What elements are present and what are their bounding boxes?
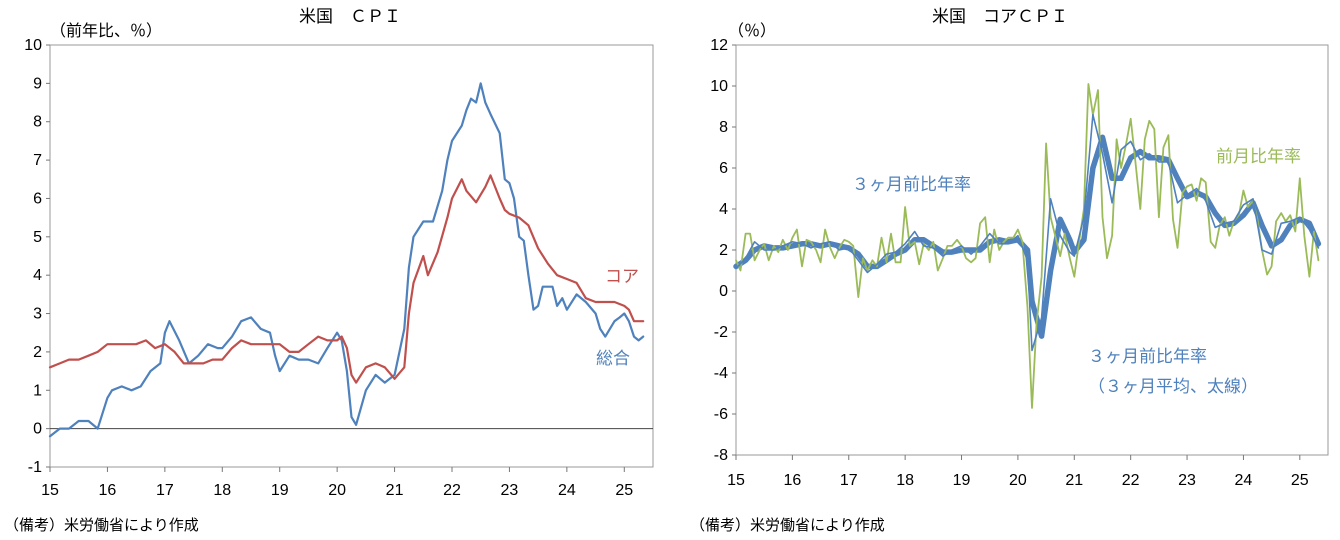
y-tick-label: 4: [719, 201, 728, 218]
x-tick-label: 24: [558, 482, 576, 499]
series-group: [733, 83, 1322, 409]
x-tick-label: 20: [1009, 472, 1027, 489]
x-tick-label: 15: [727, 472, 745, 489]
y-tick-label: 3: [33, 306, 42, 323]
series-line-1: [735, 113, 1320, 352]
series-label-three-month: ３ヶ月前比年率: [852, 175, 971, 195]
source-note: （備考）米労働省により作成: [690, 516, 885, 534]
series-label-three-month-avg: ３ヶ月前比年率: [1088, 347, 1207, 367]
x-tick-label: 25: [615, 482, 633, 499]
y-tick-label: -2: [714, 324, 728, 341]
x-tick-label: 19: [953, 472, 971, 489]
x-tick-label: 21: [386, 482, 404, 499]
plot-area: [49, 44, 654, 468]
x-tick-label: 20: [328, 482, 346, 499]
x-tick-label: 24: [1235, 472, 1253, 489]
x-tick-label: 17: [840, 472, 858, 489]
source-note: （備考）米労働省により作成: [4, 516, 199, 534]
y-tick-label: 10: [710, 78, 728, 95]
x-tick-label: 16: [783, 472, 801, 489]
series-label-mom: 前月比年率: [1216, 147, 1301, 167]
y-tick-label: 8: [33, 114, 42, 131]
x-tick-label: 15: [41, 482, 59, 499]
series-line-0: [735, 83, 1320, 409]
y-tick-label: -1: [28, 459, 42, 476]
series-line-1: [48, 174, 645, 384]
y-axis-unit: （前年比、％）: [50, 21, 162, 40]
x-tick-label: 19: [271, 482, 289, 499]
y-tick-label: 12: [710, 37, 728, 54]
chart-title: 米国 コアＣＰＩ: [932, 7, 1068, 27]
y-tick-label: 7: [33, 152, 42, 169]
y-tick-label: 5: [33, 229, 42, 246]
x-tick-label: 18: [896, 472, 914, 489]
x-tick-label: 16: [99, 482, 117, 499]
series-line-0: [48, 82, 645, 438]
y-axis-unit: （％）: [728, 21, 776, 40]
y-ticks: -1 0 1 2 3 4 5 6 7 8 9 10: [24, 37, 50, 476]
y-tick-label: 1: [33, 382, 42, 399]
x-tick-label: 17: [156, 482, 174, 499]
x-tick-label: 23: [1178, 472, 1196, 489]
y-tick-label: 2: [33, 344, 42, 361]
y-tick-label: 9: [33, 75, 42, 92]
y-tick-label: 10: [24, 37, 42, 54]
series-label-headline: 総合: [596, 349, 630, 369]
y-tick-label: 2: [719, 242, 728, 259]
series-label-three-month-avg-note: （３ヶ月平均、太線）: [1088, 377, 1258, 397]
y-tick-label: 6: [719, 160, 728, 177]
y-tick-label: 6: [33, 190, 42, 207]
x-tick-label: 21: [1065, 472, 1083, 489]
x-tick-label: 25: [1291, 472, 1309, 489]
y-tick-label: 0: [719, 283, 728, 300]
y-tick-label: 4: [33, 267, 42, 284]
y-ticks: -8 -6 -4 -2 0 2 4 6 8 10 12: [710, 37, 736, 464]
x-tick-label: 22: [443, 482, 461, 499]
x-tick-label: 18: [213, 482, 231, 499]
x-ticks: 15 16 17 18 19 20 21 22 23 24 25: [41, 467, 633, 499]
y-tick-label: 0: [33, 421, 42, 438]
chart-title: 米国 ＣＰＩ: [299, 7, 401, 27]
y-tick-label: -4: [714, 365, 728, 382]
series-label-core: コア: [605, 267, 639, 287]
x-tick-label: 23: [501, 482, 519, 499]
y-tick-label: -6: [714, 406, 728, 423]
x-ticks: 15 16 17 18 19 20 21 22 23 24 25: [727, 455, 1309, 489]
series-group: [48, 82, 645, 438]
x-tick-label: 22: [1122, 472, 1140, 489]
y-tick-label: 8: [719, 119, 728, 136]
y-tick-label: -8: [714, 447, 728, 464]
